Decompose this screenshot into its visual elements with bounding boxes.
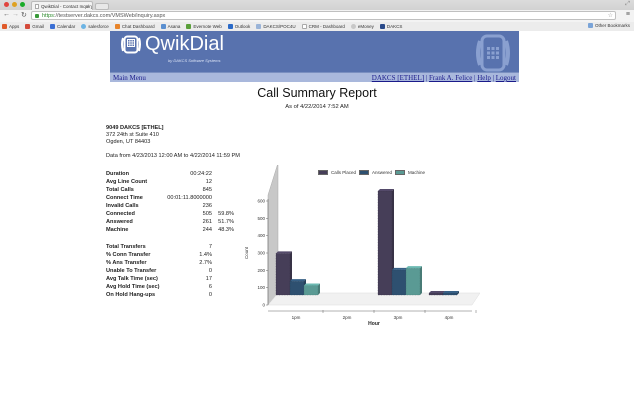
bookmark-star-icon[interactable]: ☆ <box>607 13 613 19</box>
window-controls <box>4 2 25 7</box>
client-name: 9049 DAKCS [ETHEL] <box>106 125 164 131</box>
bar <box>303 285 319 296</box>
new-tab-button[interactable] <box>95 3 109 10</box>
page-icon <box>301 24 307 29</box>
svg-text:400: 400 <box>257 233 265 238</box>
evernote-icon <box>186 24 192 29</box>
svg-text:100: 100 <box>257 285 265 290</box>
outlook-icon <box>227 24 233 29</box>
bookmark-apps[interactable]: Apps <box>2 24 19 29</box>
bar <box>428 292 444 296</box>
separator: | <box>490 74 496 82</box>
svg-text:600: 600 <box>257 199 265 204</box>
client-address: 9049 DAKCS [ETHEL] 372 24th st Suite 410… <box>106 125 164 146</box>
salesforce-icon <box>81 24 87 29</box>
separator: | <box>472 74 478 82</box>
bookmark-gmail[interactable]: Gmail <box>25 24 44 29</box>
phone-watermark-icon <box>476 34 510 72</box>
svg-text:4pm: 4pm <box>445 315 454 320</box>
bookmarks-bar: Apps Gmail Calendar salesforce Chat Dash… <box>0 22 634 31</box>
app-banner: QwikDial by DAKCS Software Systems <box>110 31 519 73</box>
bookmark-evernote[interactable]: Evernote Web <box>186 24 222 29</box>
apps-icon <box>2 24 7 29</box>
bookmark-outlook[interactable]: Outlook <box>227 24 250 29</box>
account-link[interactable]: DAKCS [ETHEL] <box>371 74 425 82</box>
main-menu-link[interactable]: Main Menu <box>113 74 146 82</box>
svg-text:300: 300 <box>257 251 265 256</box>
chart-legend: Calls Placed Answered Machine <box>318 170 425 175</box>
close-tab-icon[interactable]: × <box>86 3 89 10</box>
report-timestamp: As of 4/22/2014 7:52 AM <box>285 104 349 110</box>
tab-title: QwikDial - Contact Inquiry <box>41 4 93 9</box>
svg-text:Count: Count <box>244 246 249 259</box>
maximize-window-icon[interactable] <box>20 2 25 7</box>
bookmark-emoney[interactable]: eMoney <box>350 24 374 29</box>
legend-swatch-calls-placed <box>318 170 328 175</box>
svg-text:200: 200 <box>257 268 265 273</box>
navigation-bar: ← → ↻ https://testserver.dakcs.com/VMSWe… <box>0 10 634 22</box>
svg-text:1pm: 1pm <box>292 315 301 320</box>
minimize-window-icon[interactable] <box>12 2 17 7</box>
separator: | <box>424 74 429 82</box>
bar <box>405 267 421 296</box>
folder-icon <box>587 23 593 28</box>
gmail-icon <box>25 24 31 29</box>
user-links: DAKCS [ETHEL] | Frank A. Felice | Help |… <box>372 74 516 82</box>
legend-swatch-answered <box>359 170 370 175</box>
logo-text: QwikDial <box>145 33 224 55</box>
user-link[interactable]: Frank A. Felice <box>428 74 473 82</box>
bar <box>289 280 305 296</box>
address-line-1: 372 24th st Suite 410 <box>106 132 159 138</box>
other-bookmarks[interactable]: Other Bookmarks <box>587 23 630 28</box>
address-bar[interactable]: https://testserver.dakcs.com/VMSWeb/inqu… <box>31 11 616 20</box>
legend-swatch-machine <box>395 170 406 175</box>
qwikdial-logo-icon <box>121 35 141 54</box>
help-link[interactable]: Help <box>477 74 491 82</box>
logout-link[interactable]: Logout <box>495 74 516 82</box>
reload-icon[interactable]: ↻ <box>21 12 27 19</box>
fullscreen-icon[interactable]: ⤢ <box>625 1 630 7</box>
bookmark-dakcs-poc4u[interactable]: DAKCS/POC4U <box>256 24 296 29</box>
svg-text:0: 0 <box>262 303 265 308</box>
browser-menu-icon[interactable]: ≡ <box>625 11 630 18</box>
svg-text:500: 500 <box>257 216 265 221</box>
chat-icon <box>114 24 120 29</box>
bar <box>275 253 291 296</box>
bookmark-crm-dashboard[interactable]: CRM - Dashboard <box>301 24 345 29</box>
bar <box>377 190 393 296</box>
address-line-2: Ogden, UT 84403 <box>106 139 151 145</box>
bookmark-salesforce[interactable]: salesforce <box>81 24 109 29</box>
url-scheme: https <box>42 13 54 19</box>
bar <box>391 269 407 296</box>
forward-icon[interactable]: → <box>12 11 19 18</box>
back-icon[interactable]: ← <box>3 11 10 18</box>
logo-subtitle: by DAKCS Software Systems <box>168 58 221 63</box>
lock-icon <box>35 14 39 18</box>
svg-text:2pm: 2pm <box>343 315 352 320</box>
calls-by-hour-chart: Calls Placed Answered Machine 0 100 200 300… <box>240 162 481 330</box>
app-menubar: Main Menu DAKCS [ETHEL] | Frank A. Felic… <box>110 72 519 82</box>
asana-icon <box>160 24 166 29</box>
bookmark-calendar[interactable]: Calendar <box>50 24 75 29</box>
url-text: ://testserver.dakcs.com/VMSWeb/inquiry.a… <box>53 13 166 19</box>
emoney-icon <box>350 24 356 29</box>
calendar-icon <box>50 24 56 29</box>
bar <box>442 292 458 296</box>
bookmark-chat-dashboard[interactable]: Chat Dashboard <box>114 24 155 29</box>
tab-strip: QwikDial - Contact Inquiry × ⤢ <box>0 0 634 10</box>
browser-tab[interactable]: QwikDial - Contact Inquiry × <box>31 1 93 10</box>
browser-chrome: QwikDial - Contact Inquiry × ⤢ ← → ↻ htt… <box>0 0 634 31</box>
svg-text:Hour: Hour <box>368 321 380 327</box>
folder-icon <box>256 24 262 29</box>
date-range: Data from 4/23/2013 12:00 AM to 4/22/201… <box>106 153 240 159</box>
bookmark-asana[interactable]: Asana <box>160 24 180 29</box>
page-favicon-icon <box>35 4 39 9</box>
close-window-icon[interactable] <box>4 2 9 7</box>
dakcs-icon <box>379 24 385 29</box>
bookmark-dakcs[interactable]: DAKCS <box>379 24 402 29</box>
bar-chart-plot: 0 100 200 300 400 500 600 Count 1pm 2pm 3pm 4pm Hour <box>244 162 481 327</box>
svg-text:3pm: 3pm <box>394 315 403 320</box>
report-title: Call Summary Report <box>257 86 377 100</box>
